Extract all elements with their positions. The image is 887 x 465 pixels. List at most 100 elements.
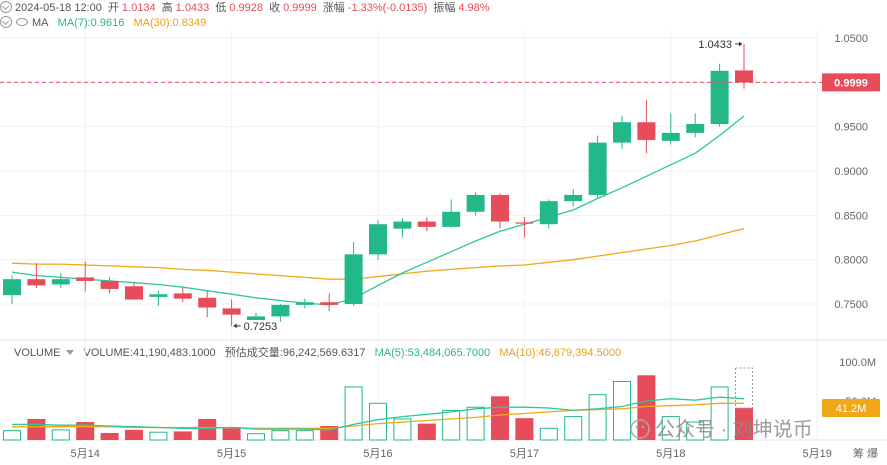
- price-tick-label: 0.9000: [834, 166, 868, 178]
- volume-bar: [686, 421, 705, 441]
- volume-bar: [27, 418, 46, 440]
- collapse-chevron-icon[interactable]: [0, 1, 12, 13]
- volume-bar: [442, 409, 461, 441]
- candles: [3, 43, 753, 326]
- wechat-logo-icon: [630, 419, 650, 439]
- volume-bar: [149, 431, 168, 441]
- volume-ma10: MA(10):46,879,394.5000: [499, 347, 622, 359]
- open-label: 开: [107, 2, 119, 14]
- current-price-tag-bg: [822, 73, 880, 92]
- current-price-tag: 0.9999: [834, 77, 868, 89]
- candle-body: [515, 222, 534, 224]
- ma-legend: MA MA(7):0.9616 MA(30):0.8349: [0, 15, 206, 31]
- volume-value: VOLUME:41,190,483.1000: [83, 347, 216, 359]
- candle-body: [369, 224, 387, 255]
- volume-bar: [417, 423, 436, 440]
- ma7-legend: MA(7):0.9616: [57, 17, 125, 29]
- candle-body: [173, 293, 192, 299]
- candle-body: [320, 302, 339, 305]
- candle-body: [588, 142, 607, 195]
- candle-body: [393, 221, 412, 229]
- time-tick-label: 5月14: [71, 448, 100, 460]
- volume-bar: [515, 418, 534, 440]
- volume-tick-label: 100.0M: [839, 357, 876, 369]
- close-label: 收: [269, 2, 281, 14]
- current-volume-tag-bg: [822, 399, 880, 418]
- high-label: 高: [161, 2, 173, 14]
- change-label: 涨幅: [322, 2, 345, 14]
- grid-lines: [0, 30, 887, 441]
- low-arrow-head: [233, 323, 237, 329]
- candle-body: [198, 297, 217, 308]
- candle-body: [271, 304, 290, 317]
- volume-bar: [735, 408, 753, 440]
- price-tick-label: 0.7500: [834, 299, 868, 311]
- candle-body: [100, 280, 119, 289]
- ohlc-info-bar: 2024-05-18 12:00 开 1.0134 高 1.0433 低 0.9928…: [0, 0, 493, 16]
- visibility-eye-icon[interactable]: [16, 18, 28, 26]
- candle-datetime: 2024-05-18 12:00: [15, 2, 102, 14]
- dropdown-caret-icon[interactable]: [66, 350, 75, 355]
- volume-bar: [247, 433, 265, 441]
- candle-body: [247, 316, 265, 320]
- candle-body: [735, 70, 753, 83]
- volume-bar: [588, 394, 607, 441]
- volume-bar: [369, 402, 387, 441]
- time-tick-label: 5月17: [510, 448, 539, 460]
- candle-body: [442, 211, 461, 227]
- ma30-legend: MA(30):0.8349: [133, 17, 207, 29]
- candle-body: [661, 132, 680, 141]
- price-tick-label: 0.8000: [834, 255, 868, 267]
- price-tick-label: 0.8500: [834, 210, 868, 222]
- candle-body: [3, 279, 21, 296]
- candle-body: [295, 302, 314, 305]
- candle-body: [344, 254, 363, 304]
- volume-ma5-line: [12, 396, 745, 431]
- volume-bar: [125, 429, 143, 440]
- volume-bar: [3, 430, 21, 441]
- volume-bar: [637, 375, 656, 440]
- amplitude-label: 振幅: [433, 2, 456, 14]
- annotations: 0.9999 41.2M 1.0433 0.7253: [0, 39, 880, 418]
- volume-bar: [710, 386, 729, 441]
- collapse-chevron-icon[interactable]: [0, 16, 12, 28]
- volume-bar: [271, 430, 290, 441]
- open-value: 1.0134: [121, 2, 156, 14]
- volume-bar: [466, 406, 485, 441]
- volume-bar: [564, 416, 583, 441]
- volume-indicator-label: VOLUME: [14, 347, 61, 359]
- volume-ma10-line: [12, 402, 744, 429]
- volume-bar: [100, 432, 119, 440]
- wechat-logo-dot: [641, 425, 645, 429]
- turnover-value: 预估成交量:96,242,569.6317: [224, 347, 366, 359]
- candle-body: [149, 294, 168, 297]
- volume-forecast-outline: [735, 367, 753, 409]
- time-axis: 5月14 5月15 5月16 5月17 5月18 5月19 筹 爆: [71, 446, 878, 460]
- volume-ma5: MA(5):53,484,065.7000: [374, 347, 491, 359]
- candle-body: [76, 277, 95, 281]
- volume-bar: [491, 396, 509, 440]
- bottom-right-label: 筹 爆: [853, 446, 878, 460]
- candle-body: [710, 70, 729, 125]
- ma30-line: [11, 227, 745, 280]
- candle-body: [564, 194, 583, 202]
- candle-body: [417, 221, 436, 227]
- wechat-logo-dot: [635, 425, 639, 429]
- volume-bar: [661, 416, 680, 441]
- price-tick-label: 1.0500: [834, 33, 868, 45]
- current-volume-tag: 41.2M: [836, 403, 867, 415]
- candle-body: [613, 122, 631, 143]
- ma-label: MA: [32, 17, 49, 29]
- high-arrow-head: [739, 41, 742, 47]
- close-value: 0.9999: [283, 2, 317, 14]
- time-tick-label: 5月18: [656, 448, 685, 460]
- volume-bar: [173, 431, 192, 440]
- time-tick-label: 5月16: [363, 448, 392, 460]
- volume-bar: [613, 381, 631, 441]
- candle-body: [222, 308, 241, 315]
- volume-bar: [344, 386, 363, 441]
- volume-bar: [393, 418, 412, 441]
- candle-body: [491, 194, 509, 222]
